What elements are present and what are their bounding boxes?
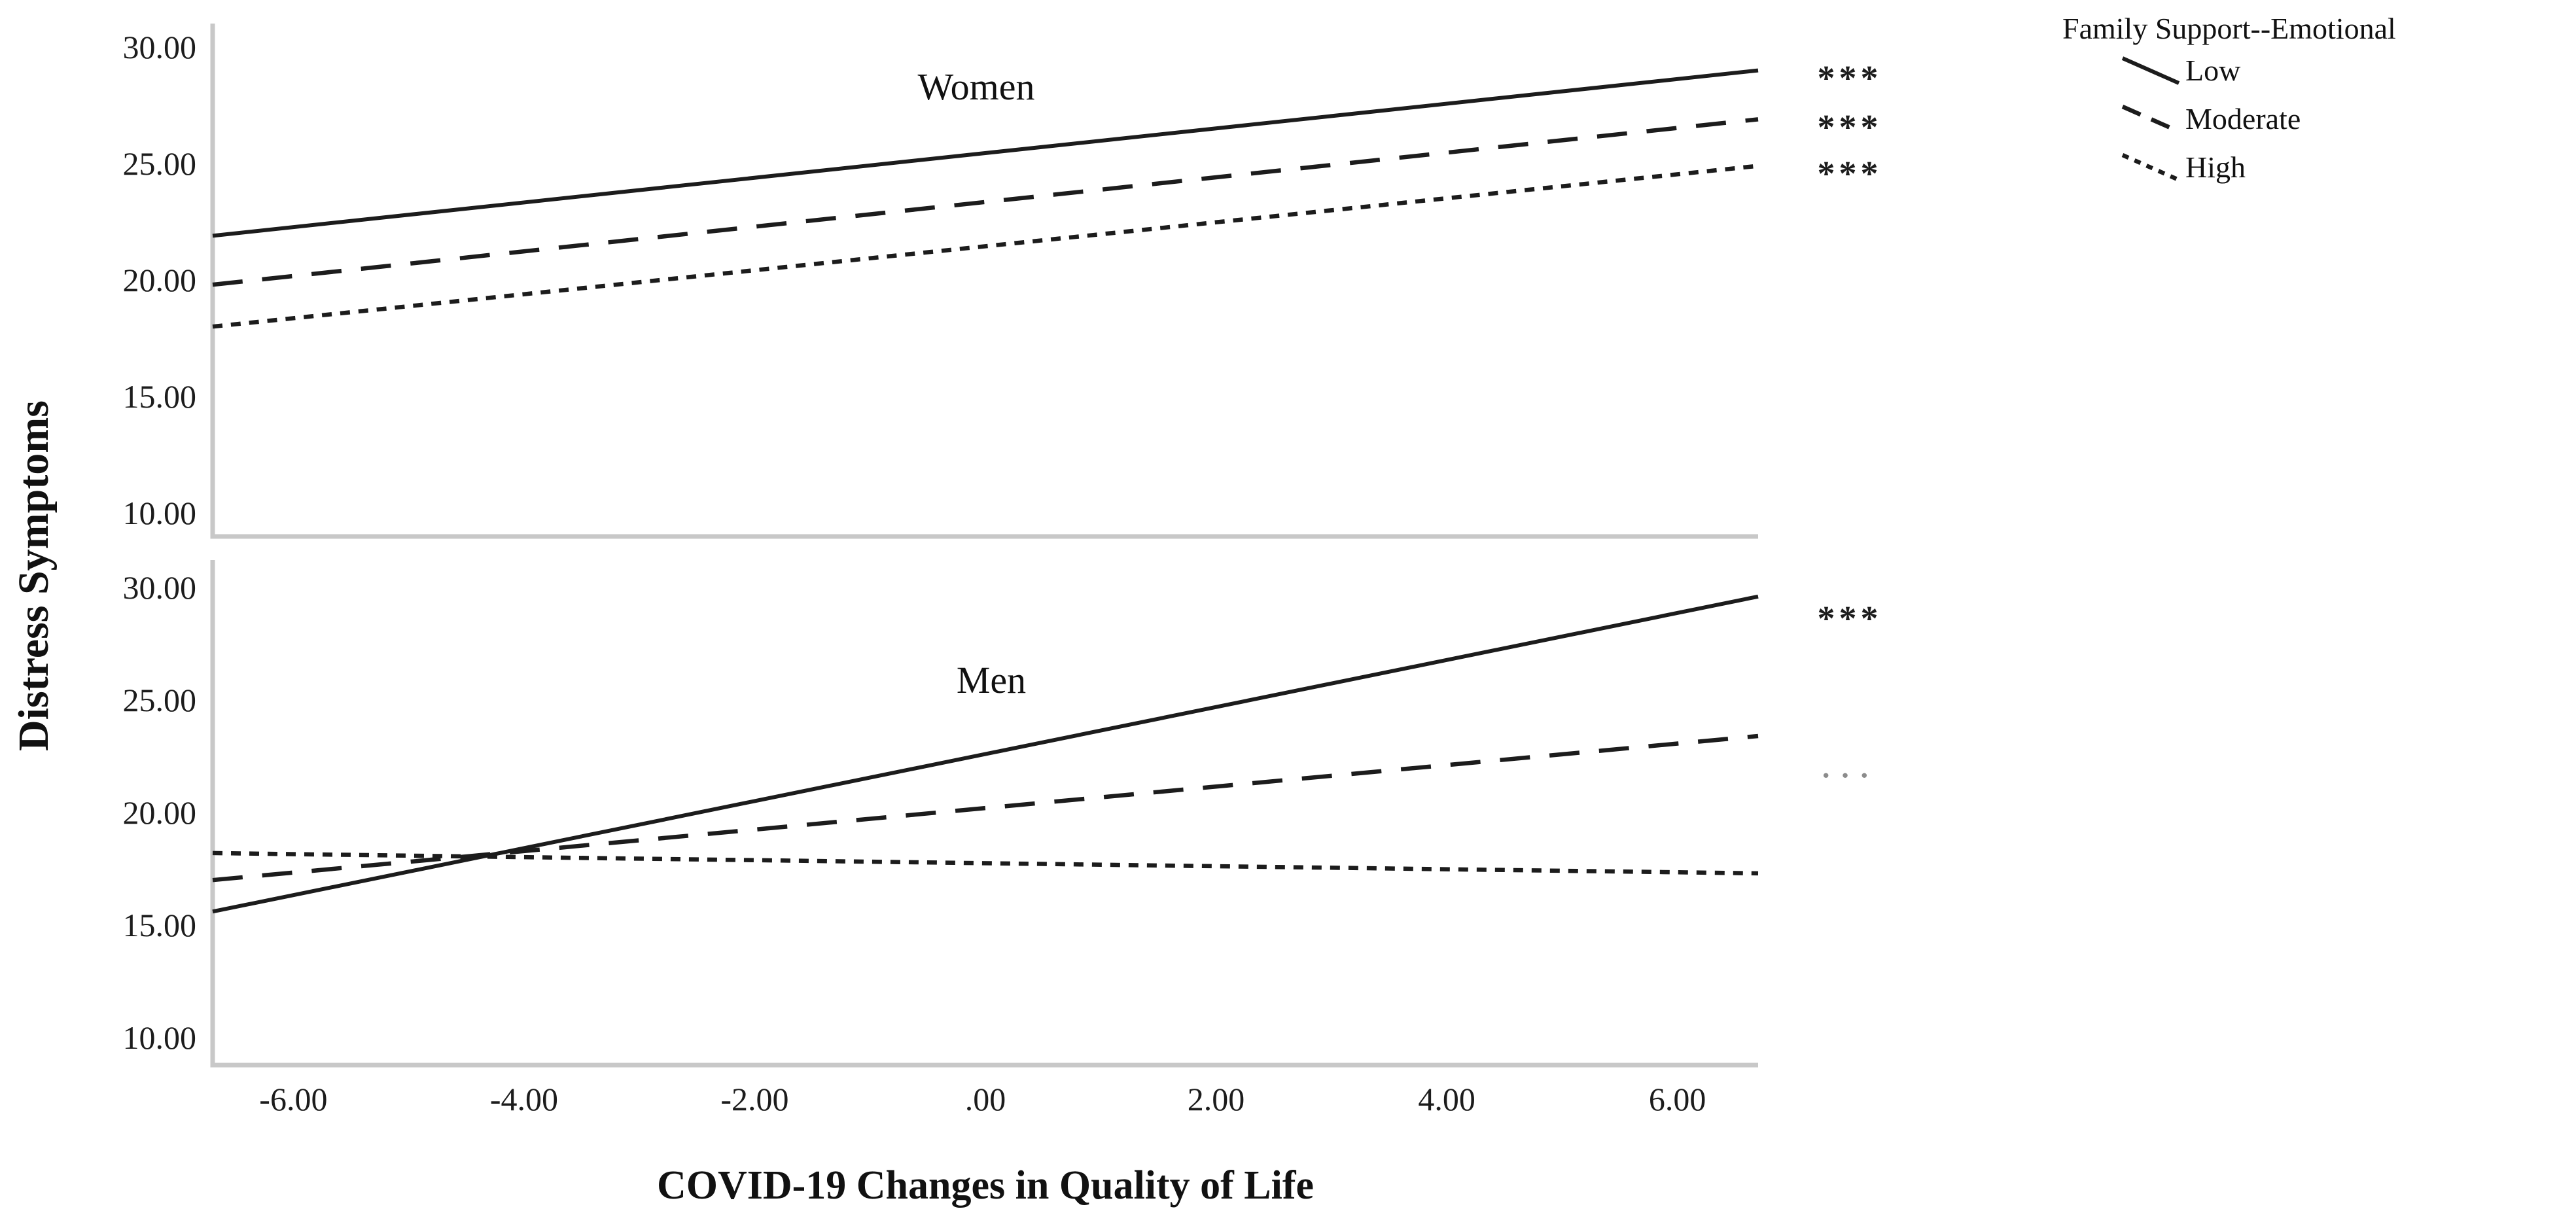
significance-marker: *** xyxy=(1817,154,1882,194)
line-women-moderate xyxy=(212,117,1759,287)
legend-label-moderate: Moderate xyxy=(2185,102,2301,136)
solid-line-sample-icon xyxy=(2121,56,2180,85)
y-tick-label: 20.00 xyxy=(122,262,197,298)
legend-title: Family Support--Emotional xyxy=(2062,12,2396,45)
significance-marker: *** xyxy=(1817,107,1882,147)
x-tick-label: 4.00 xyxy=(1418,1081,1475,1117)
panel-label-men: Men xyxy=(956,659,1027,701)
x-tick-label: -4.00 xyxy=(489,1081,558,1117)
dotted-line-sample-icon xyxy=(2121,153,2180,183)
line-women-high xyxy=(212,164,1759,329)
panel-label-women: Women xyxy=(917,65,1035,108)
legend: Family Support--Emotional Low Moderate H… xyxy=(2062,10,2481,192)
significance-marker: *** xyxy=(1817,599,1882,639)
y-tick-label: 25.00 xyxy=(122,682,197,718)
legend-item-low: Low xyxy=(2120,46,2481,95)
line-men-high xyxy=(212,851,1759,876)
y-tick-label: 30.00 xyxy=(122,29,197,65)
x-axis-title: COVID-19 Changes in Quality of Life xyxy=(656,1163,1314,1208)
line-men-moderate xyxy=(212,733,1759,883)
x-tick-label: 2.00 xyxy=(1187,1081,1245,1117)
line-men-low xyxy=(212,594,1759,914)
x-tick-label: .00 xyxy=(964,1081,1006,1117)
significance-marker: *** xyxy=(1817,58,1882,98)
y-tick-label: 10.00 xyxy=(122,1019,197,1056)
y-tick-label: 25.00 xyxy=(122,145,197,182)
y-tick-label: 30.00 xyxy=(122,569,197,606)
x-tick-label: -2.00 xyxy=(720,1081,789,1117)
y-tick-label: 15.00 xyxy=(122,907,197,943)
panel-axis xyxy=(210,560,1758,1068)
legend-item-moderate: Moderate xyxy=(2120,95,2481,143)
y-tick-label: 10.00 xyxy=(122,495,197,531)
dashed-line-sample-icon xyxy=(2121,105,2180,134)
line-women-low xyxy=(212,68,1759,238)
panel-axis xyxy=(210,24,1758,539)
legend-item-high: High xyxy=(2120,143,2481,192)
significance-marker: ··· xyxy=(1820,758,1879,792)
legend-label-high: High xyxy=(2185,150,2246,184)
legend-label-low: Low xyxy=(2185,54,2241,88)
y-axis-title: Distress Symptoms xyxy=(10,400,58,751)
y-tick-label: 15.00 xyxy=(122,378,197,415)
x-tick-label: 6.00 xyxy=(1648,1081,1706,1117)
y-tick-label: 20.00 xyxy=(122,794,197,831)
x-tick-label: -6.00 xyxy=(259,1081,328,1117)
